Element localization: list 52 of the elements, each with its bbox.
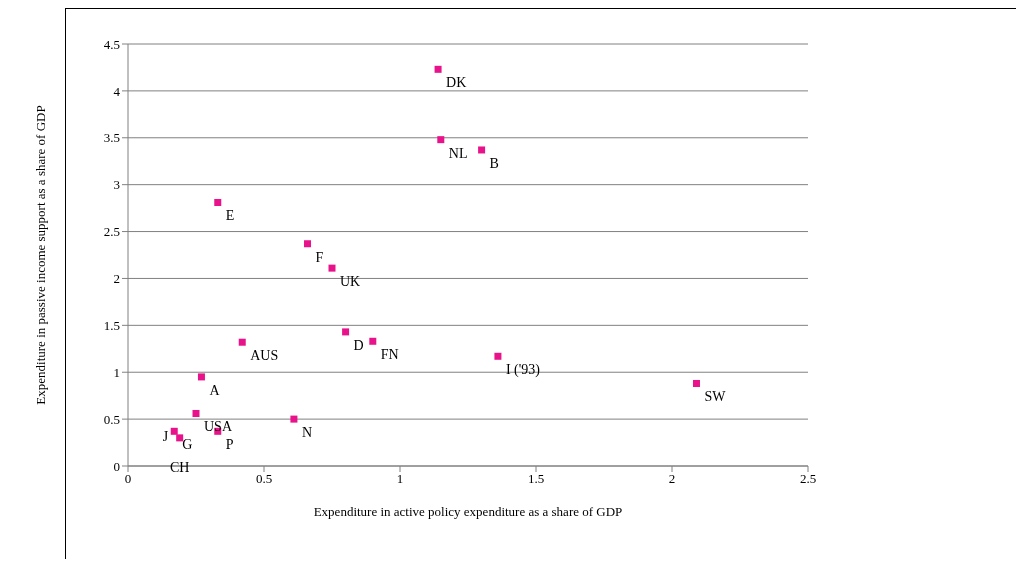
- point: [214, 198, 222, 206]
- annotation: SW: [704, 389, 727, 405]
- y-tick-label: 2.5: [103, 224, 120, 240]
- point: [437, 136, 445, 144]
- y-tick-label: 3.5: [103, 130, 120, 146]
- annotation: CH: [169, 459, 190, 475]
- annotation: F: [315, 249, 324, 265]
- annotation: UK: [340, 274, 361, 290]
- annotation: N: [301, 425, 313, 441]
- x-tick-label: 0: [124, 471, 132, 487]
- annotation: USA: [204, 419, 233, 435]
- y-tick-label: 3: [113, 177, 120, 193]
- annotation: NL: [448, 145, 468, 161]
- annotation: B: [489, 155, 499, 171]
- point: [238, 338, 246, 346]
- y-tick-label: 4.5: [103, 36, 120, 52]
- annotation: AUS: [250, 348, 279, 364]
- x-tick-label: 1.5: [527, 471, 545, 487]
- x-axis-title: Expenditure in active policy expenditure as a share of GDP: [313, 504, 623, 519]
- x-tick-label: 2.5: [799, 471, 817, 487]
- annotation: FN: [380, 347, 399, 363]
- point: [290, 415, 298, 423]
- y-tick-label: 1: [113, 364, 120, 380]
- point: [342, 328, 350, 336]
- point: [478, 146, 486, 154]
- annotation: P: [225, 437, 234, 453]
- point: [197, 373, 205, 381]
- y-tick-label: 4: [113, 83, 121, 99]
- point: [434, 65, 442, 73]
- point: [192, 409, 200, 417]
- point: [328, 264, 336, 272]
- x-tick-label: 2: [668, 471, 676, 487]
- point: [170, 427, 178, 435]
- point: [494, 352, 502, 360]
- point: [176, 434, 184, 442]
- x-tick-label: 0.5: [255, 471, 273, 487]
- y-tick-label: 1.5: [103, 317, 120, 333]
- annotation: A: [209, 382, 221, 398]
- annotation: I ('93): [505, 362, 541, 379]
- y-axis-title: Expenditure in passive income support as a share of GDP: [32, 105, 48, 405]
- point: [304, 240, 312, 248]
- annotation: J: [162, 429, 169, 445]
- point: [692, 379, 700, 387]
- y-tick-label: 2: [113, 271, 120, 287]
- annotation: D: [353, 337, 364, 353]
- annotation: G: [182, 437, 193, 453]
- annotation: DK: [446, 75, 467, 91]
- x-tick-label: 1: [396, 471, 404, 487]
- y-tick-label: 0.5: [103, 411, 120, 427]
- point: [369, 337, 377, 345]
- annotation: E: [225, 208, 235, 224]
- y-tick-label: 0: [113, 458, 120, 474]
